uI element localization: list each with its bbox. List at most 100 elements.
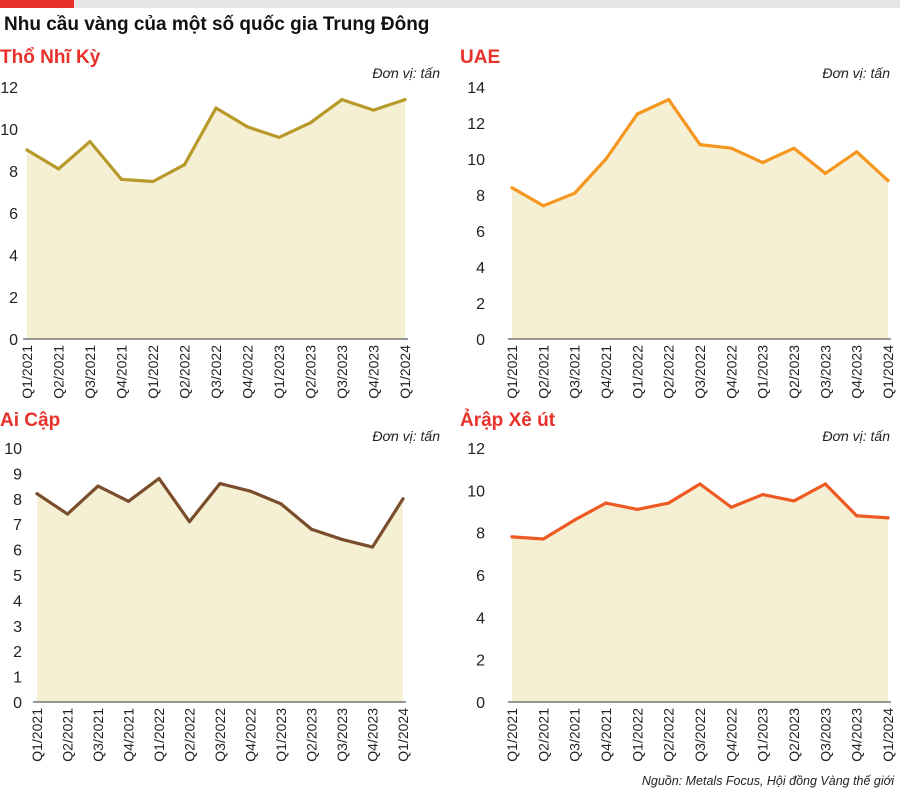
data-point [403, 98, 407, 102]
data-point [886, 179, 890, 183]
y-tick-label: 5 [13, 568, 22, 585]
chart-title: Ai Cập [0, 410, 61, 431]
data-point [401, 497, 405, 501]
y-tick-label: 2 [476, 653, 485, 670]
y-tick-label: 4 [9, 248, 18, 265]
data-point [792, 499, 796, 503]
chart-svg-uae: 0 2 4 6 8 10 12 14 Q1/2021 Q2/2021 Q3/2021 Q4/2021 Q… [467, 80, 896, 399]
y-tick-label: 14 [467, 80, 485, 97]
x-tick-label: Q1/2023 [273, 708, 289, 762]
data-point [573, 191, 577, 195]
top-divider-bar [74, 0, 900, 8]
y-tick-label: 9 [13, 466, 22, 483]
y-tick-label: 8 [13, 492, 22, 509]
x-tick-label: Q2/2023 [303, 345, 319, 399]
chart-panel-turkey: 0 2 4 6 8 10 12 Q1/2021 Q2/2021 Q3/2021 Q4/2021 Q1/… [0, 47, 450, 412]
source-note: Nguồn: Metals Focus, Hội đồng Vàng thế g… [641, 774, 894, 788]
data-point [119, 177, 124, 181]
x-tick-label: Q3/2022 [208, 345, 224, 399]
x-tick-label: Q4/2022 [240, 345, 256, 399]
y-tick-label: 10 [0, 122, 18, 139]
x-tick-label: Q2/2022 [661, 708, 677, 762]
y-tick-label: 2 [13, 644, 22, 661]
x-tick-label: Q1/2022 [145, 345, 161, 399]
y-tick-label: 8 [476, 526, 485, 543]
data-point [855, 514, 859, 518]
x-tick-label: Q1/2022 [629, 345, 645, 399]
y-tick-label: 3 [13, 619, 22, 636]
y-tick-label: 12 [467, 441, 485, 458]
x-tick-label: Q2/2021 [51, 345, 67, 399]
data-point [218, 481, 222, 486]
unit-label: Đơn vị: tấn [372, 65, 440, 81]
x-tick-label: Q1/2021 [504, 708, 520, 762]
x-tick-label: Q3/2023 [334, 345, 350, 399]
chart-title: UAE [460, 47, 501, 68]
chart-panel-egypt: 0 1 2 3 4 5 6 7 8 9 10 Q1/2021 Q2/2021 Q3/2021 Q4/2021… [0, 410, 450, 775]
data-point [279, 502, 283, 506]
data-point [698, 143, 702, 147]
x-tick-label: Q3/2023 [817, 345, 833, 399]
x-tick-label: Q1/2021 [504, 345, 520, 399]
x-tick-label: Q3/2022 [692, 708, 708, 762]
y-tick-label: 0 [476, 695, 485, 712]
top-accent-bar [0, 0, 74, 8]
data-point [541, 537, 545, 541]
y-tick-label: 4 [13, 593, 22, 610]
data-point [510, 186, 514, 190]
data-point [25, 148, 29, 152]
x-tick-label: Q1/2024 [880, 708, 896, 762]
x-tick-label: Q4/2023 [366, 345, 382, 399]
unit-label: Đơn vị: tấn [822, 65, 890, 81]
data-point [245, 125, 250, 129]
y-tick-label: 6 [476, 224, 485, 241]
data-point [604, 501, 608, 505]
chart-title: Thổ Nhĩ Kỳ [0, 47, 101, 68]
y-tick-label: 0 [9, 332, 18, 349]
data-point [187, 520, 192, 524]
data-point [823, 171, 827, 175]
area-fill [37, 478, 403, 702]
y-tick-label: 0 [476, 332, 485, 349]
y-tick-label: 4 [476, 260, 485, 277]
y-tick-label: 10 [467, 152, 485, 169]
data-point [35, 492, 39, 496]
data-point [182, 163, 187, 167]
data-point [248, 489, 253, 493]
data-point [309, 527, 314, 531]
x-tick-label: Q3/2022 [212, 708, 228, 762]
x-tick-label: Q1/2021 [19, 345, 35, 399]
chart-panel-uae: 0 2 4 6 8 10 12 14 Q1/2021 Q2/2021 Q3/2021 Q4/2021 Q… [450, 47, 900, 412]
y-tick-label: 4 [476, 610, 485, 627]
data-point [667, 98, 671, 102]
x-tick-label: Q4/2023 [849, 345, 865, 399]
y-tick-label: 8 [476, 188, 485, 205]
data-point [792, 146, 796, 150]
y-tick-label: 12 [0, 80, 18, 97]
x-tick-label: Q4/2021 [121, 708, 137, 762]
area-fill [27, 99, 405, 339]
data-point [65, 512, 70, 516]
data-point [277, 135, 281, 139]
chart-title: Ảrập Xê út [460, 410, 556, 431]
y-tick-label: 7 [13, 517, 22, 534]
x-tick-label: Q2/2023 [786, 708, 802, 762]
data-point [308, 121, 313, 125]
data-point [88, 140, 92, 144]
data-point [886, 516, 890, 520]
x-tick-label: Q3/2022 [692, 345, 708, 399]
data-point [729, 505, 733, 509]
y-tick-label: 0 [13, 695, 22, 712]
x-tick-label: Q2/2022 [182, 708, 198, 762]
data-point [510, 535, 514, 539]
y-tick-label: 6 [13, 543, 22, 560]
x-tick-label: Q3/2021 [567, 708, 583, 762]
data-point [214, 106, 218, 110]
y-tick-label: 10 [4, 441, 22, 458]
data-point [761, 161, 765, 165]
x-tick-label: Q1/2021 [29, 708, 45, 762]
page-title: Nhu cầu vàng của một số quốc gia Trung Đ… [4, 14, 430, 35]
x-tick-label: Q4/2022 [723, 345, 739, 399]
data-point [729, 146, 733, 150]
y-tick-label: 2 [476, 296, 485, 313]
